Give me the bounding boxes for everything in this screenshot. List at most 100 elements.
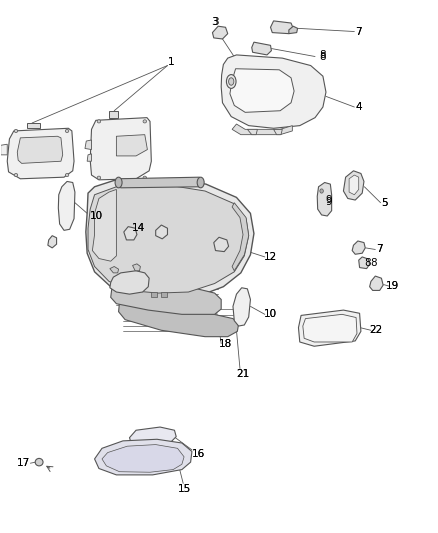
Text: 22: 22 bbox=[370, 325, 383, 335]
Polygon shape bbox=[92, 189, 117, 261]
Polygon shape bbox=[124, 227, 137, 240]
Text: 12: 12 bbox=[264, 252, 277, 262]
Text: 22: 22 bbox=[370, 325, 383, 335]
Text: 17: 17 bbox=[17, 458, 30, 468]
Polygon shape bbox=[232, 203, 249, 271]
Text: 10: 10 bbox=[90, 211, 103, 221]
Text: 21: 21 bbox=[237, 369, 250, 379]
Polygon shape bbox=[221, 55, 326, 128]
Text: 14: 14 bbox=[131, 223, 145, 233]
Ellipse shape bbox=[229, 78, 234, 85]
Polygon shape bbox=[90, 118, 151, 180]
Text: 15: 15 bbox=[177, 484, 191, 494]
Text: 12: 12 bbox=[264, 252, 277, 262]
Text: 8: 8 bbox=[364, 258, 371, 268]
Text: 15: 15 bbox=[177, 484, 191, 494]
Polygon shape bbox=[130, 427, 176, 445]
Polygon shape bbox=[289, 26, 297, 34]
Polygon shape bbox=[303, 314, 357, 342]
Ellipse shape bbox=[320, 189, 323, 193]
Polygon shape bbox=[252, 42, 272, 55]
Polygon shape bbox=[352, 241, 365, 254]
Polygon shape bbox=[109, 111, 118, 118]
Polygon shape bbox=[27, 123, 40, 128]
Polygon shape bbox=[58, 181, 75, 230]
Polygon shape bbox=[298, 310, 361, 346]
Text: 10: 10 bbox=[264, 309, 277, 319]
Ellipse shape bbox=[14, 130, 18, 133]
Polygon shape bbox=[232, 124, 292, 135]
Text: 19: 19 bbox=[386, 281, 399, 291]
Polygon shape bbox=[155, 225, 167, 239]
Polygon shape bbox=[88, 185, 249, 293]
Text: 8: 8 bbox=[320, 52, 326, 61]
Polygon shape bbox=[359, 257, 370, 269]
Text: 1: 1 bbox=[168, 57, 174, 67]
Text: 9: 9 bbox=[326, 195, 332, 205]
Text: 8: 8 bbox=[320, 50, 326, 60]
Text: 8: 8 bbox=[371, 258, 377, 268]
Text: 18: 18 bbox=[219, 338, 232, 349]
Polygon shape bbox=[17, 136, 63, 164]
Polygon shape bbox=[349, 175, 359, 195]
Text: 14: 14 bbox=[131, 223, 145, 233]
Polygon shape bbox=[370, 276, 383, 290]
Text: 3: 3 bbox=[212, 17, 219, 27]
Text: 10: 10 bbox=[89, 211, 102, 221]
Text: 4: 4 bbox=[355, 102, 362, 112]
Ellipse shape bbox=[65, 130, 69, 133]
Text: 3: 3 bbox=[211, 17, 218, 27]
Ellipse shape bbox=[226, 75, 236, 88]
Polygon shape bbox=[95, 439, 192, 475]
Text: 19: 19 bbox=[386, 281, 399, 291]
Text: 7: 7 bbox=[355, 27, 362, 37]
Polygon shape bbox=[212, 26, 228, 39]
Ellipse shape bbox=[35, 458, 43, 466]
Text: 1: 1 bbox=[168, 57, 174, 67]
Text: 10: 10 bbox=[264, 309, 277, 319]
Polygon shape bbox=[118, 177, 202, 188]
Polygon shape bbox=[86, 179, 254, 298]
Ellipse shape bbox=[115, 177, 122, 188]
Polygon shape bbox=[343, 171, 364, 200]
Polygon shape bbox=[85, 140, 92, 150]
Polygon shape bbox=[102, 445, 184, 472]
Polygon shape bbox=[110, 271, 149, 294]
Polygon shape bbox=[119, 303, 239, 337]
Ellipse shape bbox=[197, 177, 204, 188]
Polygon shape bbox=[214, 237, 229, 252]
Polygon shape bbox=[247, 130, 258, 135]
Polygon shape bbox=[271, 21, 293, 34]
Text: 7: 7 bbox=[376, 245, 383, 254]
Polygon shape bbox=[151, 292, 156, 297]
Ellipse shape bbox=[14, 173, 18, 176]
Text: 5: 5 bbox=[381, 198, 387, 208]
Polygon shape bbox=[133, 264, 141, 271]
Polygon shape bbox=[111, 278, 221, 314]
Ellipse shape bbox=[65, 173, 69, 176]
Ellipse shape bbox=[97, 120, 101, 123]
Text: 21: 21 bbox=[237, 369, 250, 379]
Text: 5: 5 bbox=[381, 198, 387, 208]
Text: 4: 4 bbox=[355, 102, 362, 112]
Polygon shape bbox=[87, 154, 92, 161]
Polygon shape bbox=[7, 128, 74, 179]
Ellipse shape bbox=[143, 176, 147, 179]
Text: 7: 7 bbox=[376, 245, 383, 254]
Polygon shape bbox=[110, 266, 119, 273]
Ellipse shape bbox=[97, 176, 101, 179]
Text: 7: 7 bbox=[355, 27, 362, 37]
Text: 16: 16 bbox=[192, 449, 205, 459]
Polygon shape bbox=[1, 144, 7, 155]
Text: 18: 18 bbox=[219, 338, 232, 349]
Text: 17: 17 bbox=[17, 458, 30, 468]
Polygon shape bbox=[161, 292, 166, 297]
Ellipse shape bbox=[143, 120, 147, 123]
Text: 9: 9 bbox=[326, 197, 332, 207]
Polygon shape bbox=[317, 182, 332, 216]
Polygon shape bbox=[117, 135, 148, 156]
Polygon shape bbox=[233, 288, 251, 326]
Polygon shape bbox=[274, 130, 283, 135]
Text: 16: 16 bbox=[191, 449, 205, 459]
Polygon shape bbox=[48, 236, 57, 248]
